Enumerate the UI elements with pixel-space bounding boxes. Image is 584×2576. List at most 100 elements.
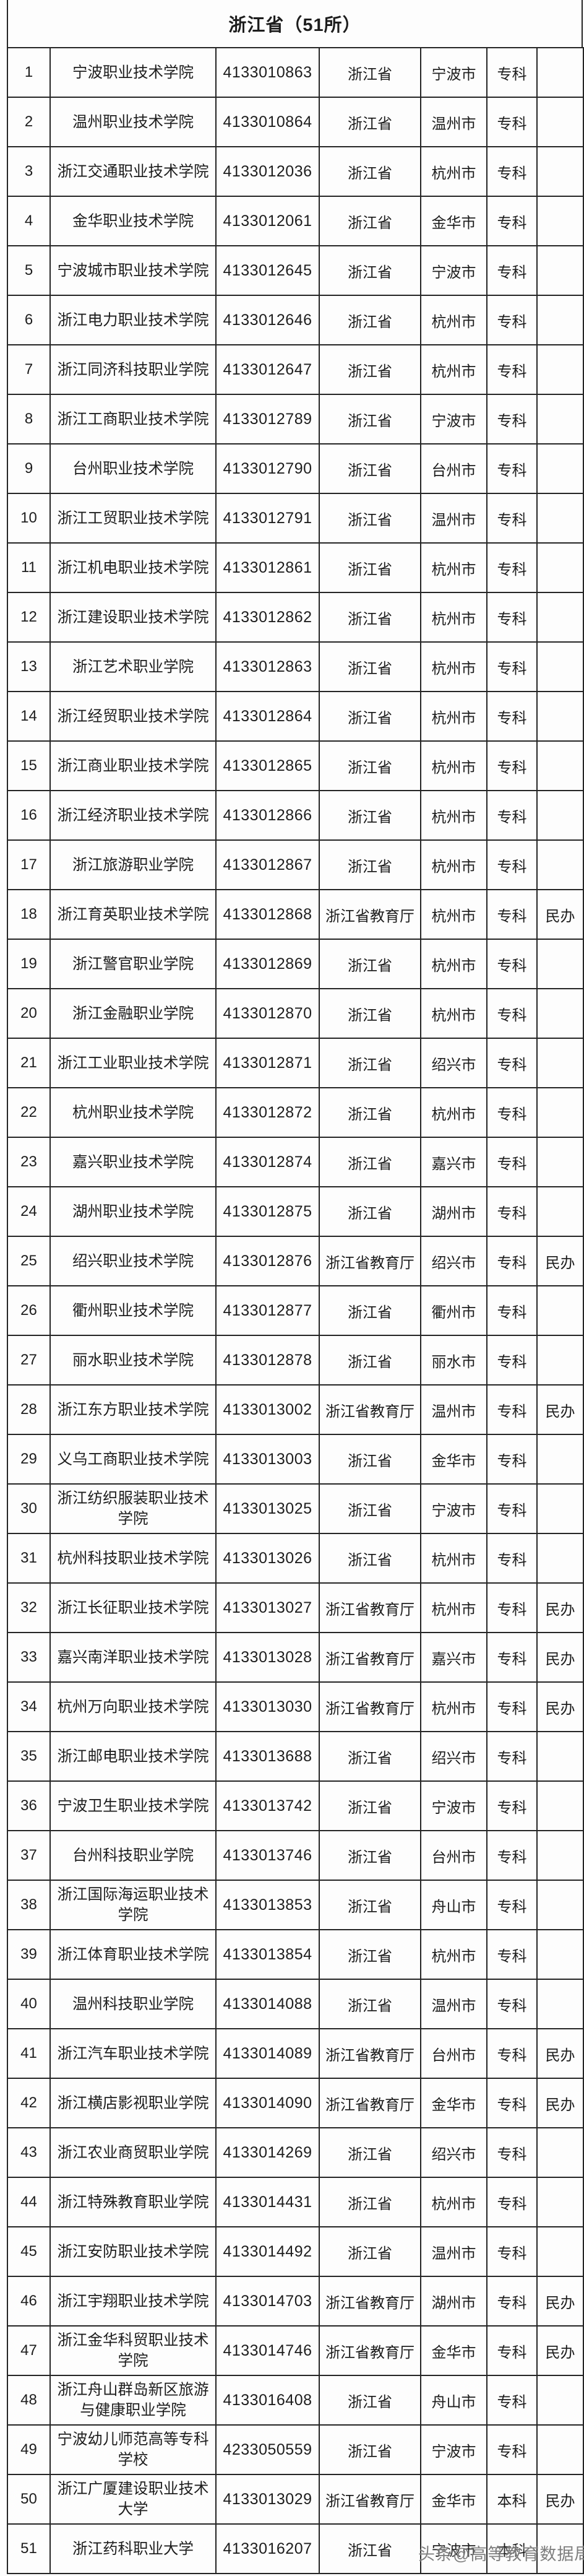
row-number-cell: 28 [7,1384,51,1435]
authority-cell: 浙江省教育厅 [319,889,421,940]
ownership-cell: 民办 [536,1384,584,1435]
school-code-cell: 4133012865 [215,740,320,791]
school-name-cell: 浙江金华科贸职业技术学院 [49,2325,217,2376]
row-number-cell: 42 [7,2078,51,2128]
school-name-cell: 浙江体育职业技术学院 [49,1929,217,1980]
school-name-cell: 浙江宇翔职业技术学院 [49,2276,217,2327]
ownership-cell: 民办 [536,2078,584,2128]
ownership-cell [536,1434,584,1485]
row-number-cell: 35 [7,1731,51,1782]
school-name-cell: 浙江东方职业技术学院 [49,1384,217,1435]
city-cell: 绍兴市 [420,2127,487,2178]
school-name-cell: 金华职业技术学院 [49,196,217,246]
table-row: 34 杭州万向职业技术学院 4133013030 浙江省教育厅 杭州市 专科 民… [7,1681,584,1732]
school-name-cell: 杭州职业技术学院 [49,1087,217,1138]
city-cell: 杭州市 [420,2177,487,2227]
level-cell: 专科 [486,443,538,494]
row-number-cell: 21 [7,1038,51,1088]
school-code-cell: 4133012877 [215,1285,320,1336]
school-name-cell: 浙江广厦建设职业技术大学 [49,2474,217,2525]
row-number-cell: 4 [7,196,51,246]
authority-cell: 浙江省教育厅 [319,2028,421,2079]
table-row: 44 浙江特殊教育职业学院 4133014431 浙江省 杭州市 专科 [7,2177,584,2227]
city-cell: 温州市 [420,1384,487,1435]
school-code-cell: 4133012867 [215,839,320,890]
ownership-cell [536,1929,584,1980]
table-row: 35 浙江邮电职业技术学院 4133013688 浙江省 绍兴市 专科 [7,1731,584,1782]
city-cell: 湖州市 [420,1186,487,1237]
ownership-cell [536,1780,584,1831]
school-code-cell: 4133012863 [215,641,320,692]
level-cell: 专科 [486,2226,538,2277]
level-cell: 专科 [486,2028,538,2079]
authority-cell: 浙江省 [319,1929,421,1980]
college-list-table: 1 宁波职业技术学院 4133010863 浙江省 宁波市 专科 2 温州职业技… [7,47,584,2574]
authority-cell: 浙江省 [319,1979,421,2029]
level-cell: 本科 [486,2474,538,2525]
table-row: 4 金华职业技术学院 4133012061 浙江省 金华市 专科 [7,196,584,246]
school-code-cell: 4133013025 [215,1483,320,1534]
ownership-cell [536,1137,584,1187]
ownership-cell [536,1186,584,1237]
city-cell: 宁波市 [420,245,487,296]
level-cell: 专科 [486,146,538,197]
level-cell: 专科 [486,1681,538,1732]
school-name-cell: 浙江旅游职业学院 [49,839,217,890]
ownership-cell [536,2375,584,2426]
authority-cell: 浙江省 [319,939,421,989]
school-name-cell: 浙江安防职业技术学院 [49,2226,217,2277]
row-number-cell: 14 [7,691,51,742]
city-cell: 杭州市 [420,1533,487,1584]
level-cell: 专科 [486,641,538,692]
school-name-cell: 杭州科技职业技术学院 [49,1533,217,1584]
school-code-cell: 4133014088 [215,1979,320,2029]
level-cell: 专科 [486,1285,538,1336]
authority-cell: 浙江省 [319,2375,421,2426]
ownership-cell [536,691,584,742]
city-cell: 湖州市 [420,2276,487,2327]
city-cell: 温州市 [420,1979,487,2029]
row-number-cell: 49 [7,2424,51,2475]
city-cell: 杭州市 [420,1929,487,1980]
table-row: 18 浙江育英职业技术学院 4133012868 浙江省教育厅 杭州市 专科 民… [7,889,584,940]
school-name-cell: 浙江交通职业技术学院 [49,146,217,197]
city-cell: 绍兴市 [420,1038,487,1088]
level-cell: 专科 [486,1929,538,1980]
ownership-cell [536,592,584,643]
authority-cell: 浙江省 [319,2127,421,2178]
table-row: 6 浙江电力职业技术学院 4133012646 浙江省 杭州市 专科 [7,295,584,345]
city-cell: 台州市 [420,1830,487,1881]
row-number-cell: 9 [7,443,51,494]
row-number-cell: 10 [7,493,51,544]
authority-cell: 浙江省 [319,47,421,98]
authority-cell: 浙江省 [319,790,421,841]
school-name-cell: 衢州职业技术学院 [49,1285,217,1336]
school-code-cell: 4133012869 [215,939,320,989]
row-number-cell: 19 [7,939,51,989]
level-cell: 专科 [486,1236,538,1286]
row-number-cell: 25 [7,1236,51,1286]
table-row: 8 浙江工商职业技术学院 4133012789 浙江省 宁波市 专科 [7,394,584,445]
city-cell: 绍兴市 [420,1731,487,1782]
authority-cell: 浙江省 [319,2523,421,2574]
city-cell: 杭州市 [420,740,487,791]
city-cell: 温州市 [420,493,487,544]
row-number-cell: 24 [7,1186,51,1237]
row-number-cell: 12 [7,592,51,643]
table-row: 32 浙江长征职业技术学院 4133013027 浙江省教育厅 杭州市 专科 民… [7,1582,584,1633]
city-cell: 杭州市 [420,1087,487,1138]
school-name-cell: 湖州职业技术学院 [49,1186,217,1237]
school-code-cell: 4133012864 [215,691,320,742]
level-cell: 专科 [486,344,538,395]
school-name-cell: 浙江舟山群岛新区旅游与健康职业学院 [49,2375,217,2426]
ownership-cell [536,1335,584,1386]
school-code-cell: 4133013002 [215,1384,320,1435]
authority-cell: 浙江省教育厅 [319,1632,421,1683]
table-row: 19 浙江警官职业学院 4133012869 浙江省 杭州市 专科 [7,939,584,989]
authority-cell: 浙江省 [319,1731,421,1782]
city-cell: 舟山市 [420,1880,487,1930]
school-code-cell: 4133012872 [215,1087,320,1138]
authority-cell: 浙江省 [319,443,421,494]
school-code-cell: 4133013742 [215,1780,320,1831]
school-code-cell: 4133014703 [215,2276,320,2327]
